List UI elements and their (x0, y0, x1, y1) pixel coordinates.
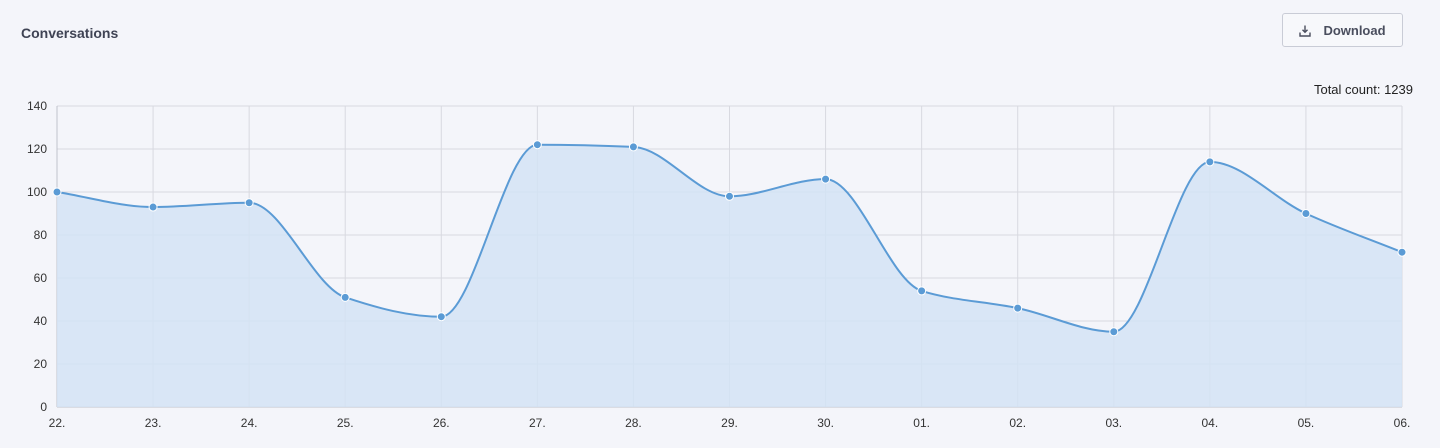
data-point (436, 312, 446, 322)
data-point (1205, 157, 1215, 167)
y-tick-label: 20 (34, 357, 48, 371)
x-tick-label: 27. (529, 416, 546, 430)
y-tick-label: 80 (34, 228, 48, 242)
download-button-label: Download (1323, 22, 1386, 38)
data-point (148, 202, 158, 212)
x-tick-label: 28. (625, 416, 642, 430)
x-tick-label: 01. (913, 416, 930, 430)
data-point (821, 174, 831, 184)
x-tick-label: 26. (433, 416, 450, 430)
data-point (52, 187, 62, 197)
y-tick-label: 100 (27, 185, 47, 199)
x-tick-label: 04. (1202, 416, 1219, 430)
x-tick-label: 03. (1105, 416, 1122, 430)
x-tick-label: 25. (337, 416, 354, 430)
data-point (532, 140, 542, 150)
page-title: Conversations (21, 25, 119, 41)
x-tick-label: 30. (817, 416, 834, 430)
x-tick-label: 02. (1009, 416, 1026, 430)
data-point (244, 198, 254, 208)
x-tick-label: 05. (1298, 416, 1315, 430)
download-button[interactable]: Download (1282, 13, 1403, 47)
y-tick-label: 140 (27, 99, 47, 113)
series-area (57, 144, 1402, 407)
data-point (1397, 247, 1407, 257)
data-point (1013, 303, 1023, 313)
x-tick-label: 24. (241, 416, 258, 430)
data-point (1109, 327, 1119, 337)
y-tick-label: 60 (34, 271, 48, 285)
y-tick-label: 120 (27, 142, 47, 156)
data-point (725, 191, 734, 201)
download-icon (1299, 24, 1312, 37)
data-point (628, 142, 638, 152)
x-tick-label: 22. (49, 416, 66, 430)
total-count: Total count: 1239 (1313, 82, 1413, 97)
y-tick-label: 40 (34, 314, 48, 328)
data-point (917, 286, 927, 296)
data-point (1301, 209, 1311, 218)
x-tick-label: 23. (145, 416, 162, 430)
x-tick-label: 29. (721, 416, 738, 430)
data-point (340, 292, 350, 302)
y-tick-label: 0 (40, 400, 47, 414)
x-tick-label: 06. (1394, 416, 1411, 430)
